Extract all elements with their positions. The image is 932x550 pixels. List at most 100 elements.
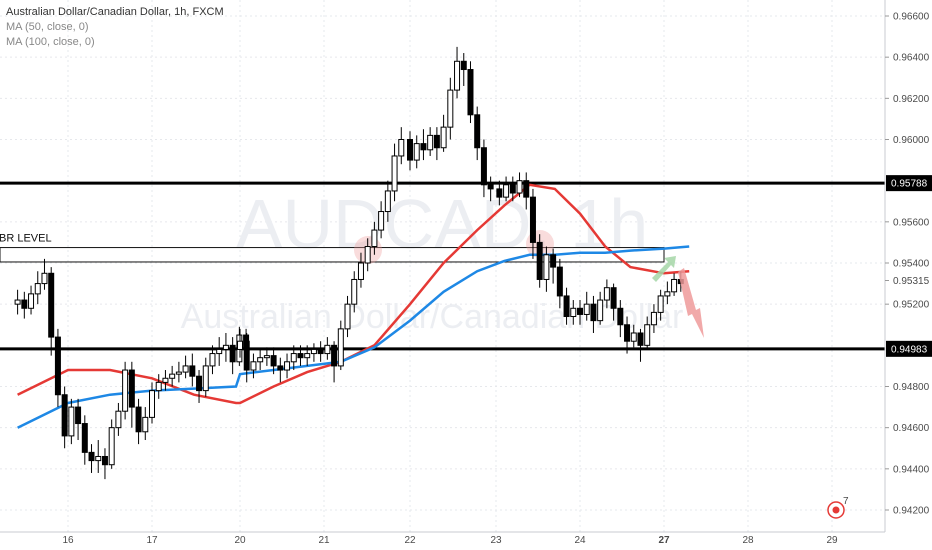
candle [75, 406, 82, 425]
price-tick-label: 0.94200 [893, 506, 930, 517]
candle [237, 340, 243, 350]
candle [570, 307, 577, 318]
candle [182, 365, 189, 373]
time-tick-label: 23 [490, 535, 502, 546]
candle [290, 353, 297, 363]
level-price-tag-label: 0.95788 [891, 179, 928, 190]
time-tick-label: 17 [146, 535, 158, 546]
candle [101, 455, 108, 466]
chart-legend: Australian Dollar/Canadian Dollar, 1h, F… [6, 5, 224, 50]
candle [503, 184, 510, 198]
candle [317, 348, 324, 355]
candle [664, 291, 671, 297]
notification-icon-dot [832, 506, 840, 514]
candle [467, 69, 474, 116]
price-tick-label: 0.94800 [893, 382, 930, 393]
ma50-line [17, 183, 690, 405]
candle [155, 381, 162, 392]
candle [624, 324, 631, 342]
candle [257, 357, 264, 363]
candle [61, 394, 68, 437]
candle [474, 114, 481, 149]
level-price-tag [886, 175, 932, 192]
candle [440, 126, 447, 149]
candle [384, 190, 391, 213]
time-tick-label: 16 [62, 535, 74, 546]
candle [577, 307, 583, 315]
candle [460, 60, 467, 71]
candle [496, 188, 503, 198]
price-tick-label: 0.96000 [893, 135, 930, 146]
candle [398, 139, 405, 157]
candle [310, 348, 317, 355]
price-tick-label: 0.95600 [893, 217, 930, 228]
candle [115, 410, 122, 429]
candle [556, 266, 563, 297]
candle [407, 139, 413, 161]
candle [550, 254, 557, 268]
candle [351, 278, 358, 305]
candle [297, 353, 304, 359]
price-tick-label: 0.96600 [893, 12, 930, 23]
candle [413, 143, 420, 161]
candle [149, 390, 155, 418]
candle [202, 365, 209, 392]
level-price-tag-label: 0.94983 [891, 344, 928, 355]
ma100-line [17, 245, 690, 429]
candle [583, 303, 590, 315]
candle [597, 299, 604, 322]
candle [209, 353, 216, 367]
candle [603, 287, 610, 301]
candle [630, 332, 637, 342]
watermark-name: Australian Dollar/Canadian Dollar [181, 298, 684, 336]
time-tick-label: 20 [234, 535, 246, 546]
watermark-symbol: AUDCAD, 1h [236, 185, 648, 263]
candle [128, 369, 135, 408]
candle [108, 427, 115, 466]
candle [610, 287, 617, 309]
candle [364, 246, 371, 264]
candle [378, 211, 385, 231]
time-tick-label: 28 [742, 535, 754, 546]
candle [243, 340, 250, 371]
time-tick-label: 27 [658, 535, 670, 546]
price-tick-label: 0.94600 [893, 423, 930, 434]
time-tick-label: 24 [574, 535, 586, 546]
time-tick-label: 21 [318, 535, 330, 546]
candle [644, 324, 651, 346]
candle [523, 180, 530, 198]
candle [543, 254, 550, 280]
candle [324, 344, 331, 355]
candle [216, 348, 223, 355]
candle [284, 361, 291, 371]
candle [196, 375, 203, 392]
candle [371, 229, 378, 248]
price-tick-label: 0.94400 [893, 464, 930, 475]
candle [162, 377, 169, 383]
candle [54, 336, 61, 396]
candle [175, 371, 182, 375]
price-tick-label: 0.96400 [893, 53, 930, 64]
candle [189, 365, 196, 377]
br-level-zone[interactable] [0, 247, 665, 263]
candle [304, 353, 311, 359]
candle [480, 147, 487, 186]
candle [142, 416, 149, 433]
time-tick-label: 22 [404, 535, 416, 546]
candle [657, 295, 664, 313]
ma50-legend: MA (50, close, 0) [6, 21, 89, 33]
down-arrow-annotation [678, 268, 704, 338]
price-tick-label: 0.95400 [893, 259, 930, 270]
candle [28, 293, 35, 309]
candle [447, 89, 454, 128]
candle [427, 134, 434, 151]
candle [650, 311, 657, 326]
time-tick-label: 29 [826, 535, 838, 546]
candle [41, 272, 48, 285]
candle [88, 451, 95, 462]
candle [344, 303, 351, 330]
candle [337, 328, 344, 367]
candle [263, 355, 270, 359]
